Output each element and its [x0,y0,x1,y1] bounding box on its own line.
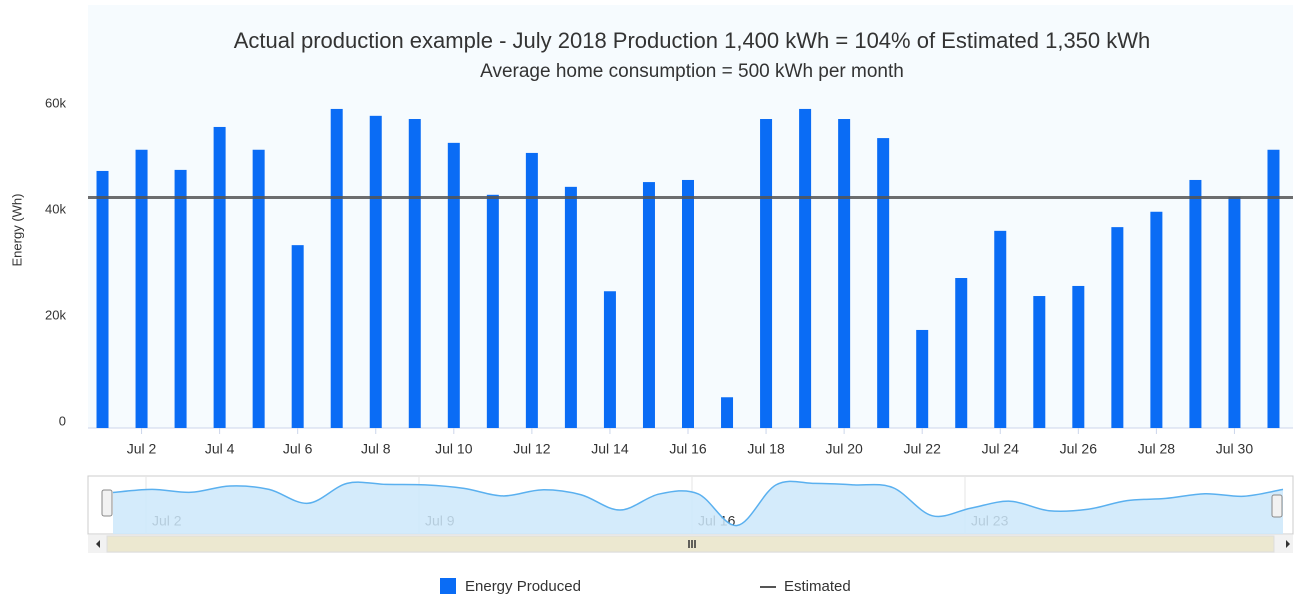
scroll-left[interactable] [96,540,100,548]
x-tick-label: Jul 16 [669,441,707,457]
x-tick-label: Jul 4 [205,441,235,457]
bar [994,230,1007,428]
y-axis-label: Energy (Wh) [9,194,24,267]
legend-label[interactable]: Energy Produced [465,578,581,595]
bar [1189,179,1202,428]
x-tick-label: Jul 24 [982,441,1020,457]
bar [1228,196,1241,428]
chart-title: Actual production example - July 2018 Pr… [234,28,1151,53]
chart-subtitle: Average home consumption = 500 kWh per m… [480,61,904,82]
bar [408,119,421,428]
x-tick-label: Jul 6 [283,441,313,457]
bar [682,179,694,428]
x-tick-label: Jul 20 [825,441,863,457]
bar [838,119,851,428]
x-tick-label: Jul 14 [591,441,629,457]
bar [330,108,343,428]
bar [174,169,187,428]
bar [760,119,773,428]
bar [525,152,538,428]
bar [135,149,148,428]
y-tick-label: 40k [45,201,66,216]
bar [642,182,655,428]
scrollbar-grip [688,540,696,548]
navigator-line [112,480,1284,527]
bar [447,142,460,429]
x-tick-label: Jul 8 [361,441,391,457]
bar [213,126,226,429]
bar [799,108,812,428]
bar [955,278,968,428]
x-tick-label: Jul 12 [513,441,551,457]
bar [564,186,577,428]
bar [603,291,616,428]
x-tick-label: Jul 28 [1138,441,1176,457]
bar [721,397,734,428]
x-tick-label: Jul 22 [904,441,942,457]
navigator-area [113,481,1283,534]
x-tick-label: Jul 10 [435,441,473,457]
x-tick-label: Jul 30 [1216,441,1254,457]
bar [96,170,109,428]
bar [1033,296,1046,428]
x-tick-label: Jul 18 [747,441,785,457]
legend-swatch [440,578,456,594]
bar [291,245,304,428]
y-tick-label: 60k [45,95,66,110]
x-tick-label: Jul 2 [127,441,157,457]
scrollbar-thumb[interactable] [106,535,1275,553]
scroll-right[interactable] [1286,540,1290,548]
y-tick-label: 0 [59,413,66,428]
navigator-handle[interactable] [101,489,113,517]
bar [369,115,382,428]
legend-label[interactable]: Estimated [784,578,851,595]
bar [916,329,929,428]
y-tick-label: 20k [45,307,66,322]
bar [486,194,499,428]
navigator-handle[interactable] [1271,494,1283,518]
x-tick-label: Jul 26 [1060,441,1098,457]
bar [1267,149,1280,428]
bar [1072,285,1085,428]
bar [877,138,890,428]
bar [1150,211,1163,428]
bar [1111,227,1124,428]
bar [252,149,265,428]
